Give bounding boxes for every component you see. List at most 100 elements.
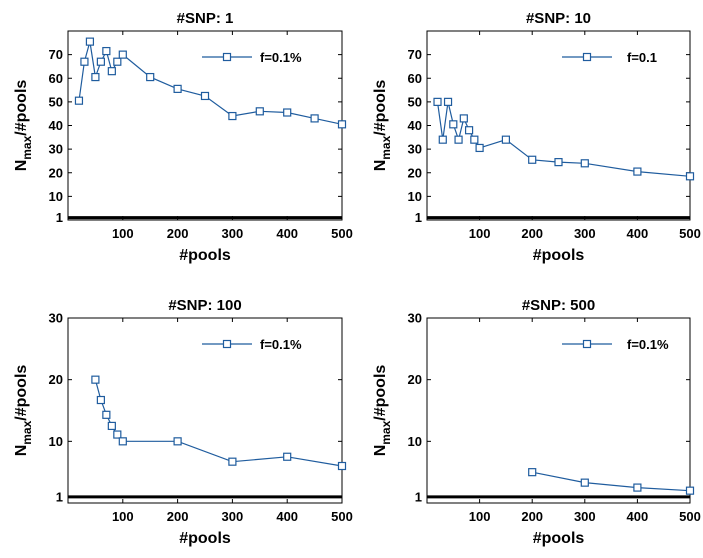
y-tick-label: 10 [49, 189, 63, 204]
data-point [580, 478, 589, 487]
data-point [74, 96, 84, 105]
x-tick-label: 100 [112, 509, 134, 524]
y-axis-label-base: N [372, 445, 389, 457]
chart-title: #SNP: 1 [177, 10, 234, 27]
data-point [528, 468, 537, 477]
data-point [283, 108, 292, 117]
x-tick-label: 100 [469, 509, 491, 524]
x-tick-label: 500 [331, 226, 353, 241]
y-axis-label-base: N [13, 445, 30, 457]
y-tick-label: 30 [408, 142, 422, 157]
data-point [438, 135, 447, 144]
legend-marker [582, 52, 592, 62]
x-tick-label: 100 [469, 226, 491, 241]
x-axis-label: #pools [179, 247, 231, 264]
chart-title: #SNP: 500 [522, 297, 595, 314]
y-tick-label: 70 [49, 47, 63, 62]
x-axis-label: #pools [533, 530, 585, 547]
y-tick-label: 40 [408, 118, 422, 133]
data-point [459, 114, 468, 123]
data-point [146, 72, 155, 82]
data-point [173, 84, 182, 93]
data-point [449, 120, 458, 129]
series-line [94, 379, 343, 467]
data-point [173, 437, 182, 446]
x-tick-label: 400 [627, 509, 649, 524]
plot-frame [67, 317, 343, 504]
legend-marker [222, 52, 232, 62]
data-point [685, 172, 695, 181]
data-point [337, 120, 347, 129]
x-tick-label: 200 [167, 509, 189, 524]
legend-label: f=0.1% [260, 337, 302, 352]
y-tick-label: 20 [49, 372, 63, 387]
x-tick-label: 400 [627, 226, 649, 241]
x-tick-label: 500 [331, 509, 353, 524]
x-tick-label: 400 [276, 226, 298, 241]
y-axis-label-base: N [13, 160, 30, 172]
y-tick-label: 30 [49, 311, 63, 326]
chart-snp-1: #SNP: 1 1 10 20 30 40 50 60 70 100 200 300 400 500 #po… [13, 10, 353, 264]
y-axis-label-rest: /#pools [13, 80, 30, 136]
data-point [501, 135, 510, 144]
plot-frame [426, 317, 691, 504]
y-axis-label-rest: /#pools [372, 80, 389, 136]
x-axis-label: #pools [179, 530, 231, 547]
y-tick-label: 20 [49, 165, 63, 180]
legend-label: f=0.1 [627, 50, 657, 65]
data-point [96, 395, 105, 405]
data-point [337, 461, 347, 471]
x-tick-label: 100 [112, 226, 134, 241]
data-point [470, 135, 479, 144]
data-point [91, 375, 100, 384]
x-axis-label: #pools [533, 247, 585, 264]
y-tick-label: 20 [408, 372, 422, 387]
data-point [228, 111, 237, 121]
y-tick-label: 70 [408, 47, 422, 62]
y-tick-label: 20 [408, 165, 422, 180]
data-point [255, 107, 264, 116]
data-point [554, 158, 563, 167]
y-axis-label: Nmax/#pools [372, 365, 393, 457]
y-axis-label-sub: max [379, 420, 393, 444]
data-point [107, 421, 116, 431]
y-tick-label: 40 [49, 118, 63, 133]
chart-snp-100: #SNP: 100 1 10 20 30 100 200 300 400 500 #pools Nma… [13, 297, 353, 547]
x-tick-label: 300 [222, 226, 244, 241]
x-tick-label: 300 [574, 226, 596, 241]
data-point [475, 143, 484, 153]
data-point [118, 50, 127, 59]
chart-title: #SNP: 10 [526, 10, 591, 27]
data-point [118, 437, 127, 446]
data-point [91, 72, 100, 82]
data-point [528, 155, 537, 164]
data-point [633, 167, 642, 176]
y-axis-label: Nmax/#pools [13, 80, 34, 172]
y-axis-label-rest: /#pools [13, 365, 30, 421]
y-tick-label: 50 [49, 94, 63, 109]
legend-label: f=0.1% [627, 337, 669, 352]
data-point [80, 57, 89, 66]
y-tick-label: 1 [415, 210, 422, 225]
y-axis-label-sub: max [20, 135, 34, 159]
y-axis-label-base: N [372, 160, 389, 172]
data-point [102, 410, 111, 419]
data-point [102, 46, 111, 56]
data-point [580, 159, 589, 168]
data-point [228, 457, 237, 466]
data-point [464, 126, 474, 135]
chart-snp-10: #SNP: 10 1 10 20 30 40 50 60 70 100 200 300 400 500 #p… [372, 10, 701, 264]
y-tick-label: 10 [408, 189, 422, 204]
y-tick-label: 10 [49, 434, 63, 449]
y-tick-label: 1 [56, 210, 63, 225]
data-point [443, 97, 453, 106]
x-tick-label: 200 [167, 226, 189, 241]
data-point [283, 452, 292, 461]
data-point [200, 91, 210, 101]
y-tick-label: 50 [408, 94, 422, 109]
x-tick-label: 400 [276, 509, 298, 524]
y-tick-label: 60 [408, 71, 422, 86]
y-axis-label-sub: max [20, 420, 34, 444]
y-axis-label: Nmax/#pools [372, 80, 393, 172]
